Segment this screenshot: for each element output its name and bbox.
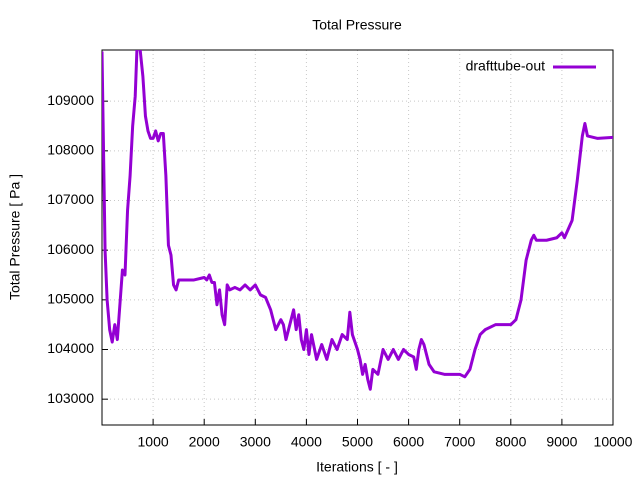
y-tick-label: 107000 <box>47 191 94 207</box>
legend-label: drafttube-out <box>466 58 545 74</box>
data-line <box>102 50 613 391</box>
x-tick-label: 6000 <box>393 434 424 450</box>
y-tick-label: 108000 <box>47 142 94 158</box>
plot-frame <box>101 49 614 426</box>
x-axis-label: Iterations [ - ] <box>316 459 398 475</box>
y-axis-label: Total Pressure [ Pa ] <box>7 174 23 300</box>
x-tick-label: 9000 <box>546 434 577 450</box>
x-tick-label: 3000 <box>240 434 271 450</box>
x-tick-label: 4000 <box>291 434 322 450</box>
x-tick-label: 2000 <box>189 434 220 450</box>
x-tick-label: 5000 <box>342 434 373 450</box>
y-tick-label: 104000 <box>47 340 94 356</box>
x-tick-label: 8000 <box>495 434 526 450</box>
y-tick-label: 106000 <box>47 241 94 257</box>
chart-title: Total Pressure <box>312 17 402 33</box>
x-tick-label: 1000 <box>138 434 169 450</box>
y-tick-label: 105000 <box>47 291 94 307</box>
y-tick-label: 109000 <box>47 92 94 108</box>
y-tick-label: 103000 <box>47 390 94 406</box>
x-tick-label: 10000 <box>594 434 633 450</box>
x-tick-label: 7000 <box>444 434 475 450</box>
series-group <box>102 50 613 391</box>
